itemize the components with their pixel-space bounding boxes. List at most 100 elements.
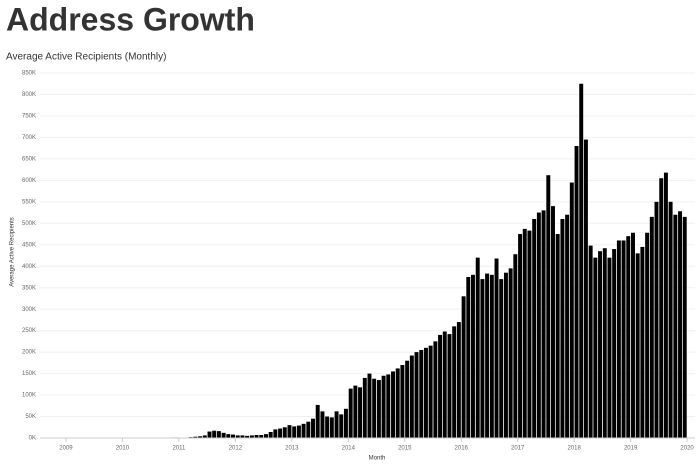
x-tick-label: 2020 bbox=[680, 446, 694, 452]
bar bbox=[532, 219, 537, 438]
x-tick-label: 2016 bbox=[455, 446, 469, 452]
bar bbox=[329, 417, 334, 438]
y-tick-label: 650K bbox=[22, 156, 36, 162]
bar bbox=[536, 212, 541, 438]
bar bbox=[292, 426, 297, 438]
bar bbox=[301, 423, 306, 438]
x-tick-label: 2011 bbox=[172, 446, 186, 452]
bar bbox=[212, 430, 217, 438]
bar bbox=[645, 232, 650, 438]
bar bbox=[405, 360, 410, 438]
y-tick-label: 400K bbox=[22, 264, 36, 270]
bar bbox=[358, 387, 363, 438]
x-tick-label: 2013 bbox=[285, 446, 299, 452]
bar bbox=[574, 146, 579, 438]
bar bbox=[471, 274, 475, 438]
y-tick-label: 700K bbox=[22, 135, 36, 141]
bar bbox=[287, 425, 292, 438]
x-tick-label: 2019 bbox=[624, 446, 638, 452]
bar bbox=[560, 219, 565, 438]
bar bbox=[503, 272, 508, 438]
y-tick-label: 300K bbox=[22, 307, 36, 313]
chart-title: Address Growth bbox=[6, 1, 255, 37]
bar bbox=[583, 139, 588, 438]
bar bbox=[423, 347, 428, 438]
x-tick-label: 2018 bbox=[567, 446, 581, 452]
bar bbox=[245, 435, 250, 438]
bar bbox=[649, 216, 654, 438]
bar bbox=[593, 257, 598, 438]
y-tick-label: 350K bbox=[22, 285, 36, 291]
bar bbox=[235, 435, 240, 438]
bar bbox=[339, 414, 344, 438]
bar bbox=[654, 201, 659, 438]
bar bbox=[673, 214, 678, 438]
bar bbox=[311, 418, 315, 438]
y-tick-label: 250K bbox=[22, 328, 36, 334]
x-tick-label: 2010 bbox=[116, 446, 130, 452]
x-tick-label: 2009 bbox=[59, 446, 73, 452]
y-tick-label: 150K bbox=[22, 371, 36, 377]
bar bbox=[409, 355, 414, 438]
bar bbox=[343, 408, 348, 438]
y-axis-label: Average Active Recipients bbox=[10, 217, 16, 287]
bar bbox=[249, 435, 254, 438]
y-tick-label: 100K bbox=[22, 393, 36, 399]
bar bbox=[400, 365, 405, 438]
bar bbox=[296, 425, 301, 438]
bar bbox=[263, 434, 268, 438]
bar bbox=[438, 334, 443, 438]
bar bbox=[306, 421, 311, 438]
x-tick-label: 2015 bbox=[398, 446, 412, 452]
bar bbox=[395, 368, 400, 438]
bar bbox=[579, 83, 584, 438]
bar bbox=[231, 434, 235, 438]
y-tick-label: 850K bbox=[22, 71, 36, 77]
x-tick-label: 2017 bbox=[511, 446, 525, 452]
bar bbox=[461, 296, 466, 438]
y-tick-label: 50K bbox=[25, 414, 36, 420]
bar bbox=[259, 434, 264, 438]
bar bbox=[663, 172, 668, 438]
y-tick-label: 500K bbox=[22, 221, 36, 227]
bar bbox=[254, 434, 259, 438]
bar bbox=[367, 373, 372, 438]
y-tick-label: 550K bbox=[22, 199, 36, 205]
bar bbox=[391, 371, 395, 438]
bar bbox=[527, 230, 532, 438]
bar bbox=[621, 240, 626, 438]
bar bbox=[513, 254, 518, 438]
bar bbox=[565, 214, 570, 438]
bar bbox=[607, 257, 612, 438]
bar bbox=[602, 248, 607, 438]
bar bbox=[442, 331, 447, 438]
bar bbox=[555, 234, 560, 438]
y-tick-label: 450K bbox=[22, 242, 36, 248]
bar bbox=[372, 378, 377, 438]
bar bbox=[278, 428, 283, 438]
bar bbox=[518, 234, 523, 438]
bar bbox=[386, 374, 391, 438]
bar bbox=[315, 404, 320, 438]
bar bbox=[682, 216, 687, 438]
bar bbox=[546, 175, 551, 438]
bar bbox=[640, 246, 645, 438]
bar bbox=[353, 385, 358, 438]
y-tick-label: 800K bbox=[22, 92, 36, 98]
bar bbox=[240, 435, 245, 438]
bar bbox=[541, 210, 546, 438]
bar bbox=[320, 411, 325, 438]
bar bbox=[485, 273, 490, 438]
bar bbox=[282, 427, 287, 438]
bar bbox=[428, 345, 433, 438]
bar bbox=[216, 431, 221, 438]
bar bbox=[221, 432, 226, 438]
bar bbox=[499, 279, 504, 438]
bar bbox=[612, 249, 617, 438]
bar bbox=[334, 411, 339, 438]
bar bbox=[273, 429, 278, 438]
bar bbox=[198, 436, 203, 438]
bar bbox=[626, 236, 631, 438]
bar bbox=[325, 416, 330, 438]
